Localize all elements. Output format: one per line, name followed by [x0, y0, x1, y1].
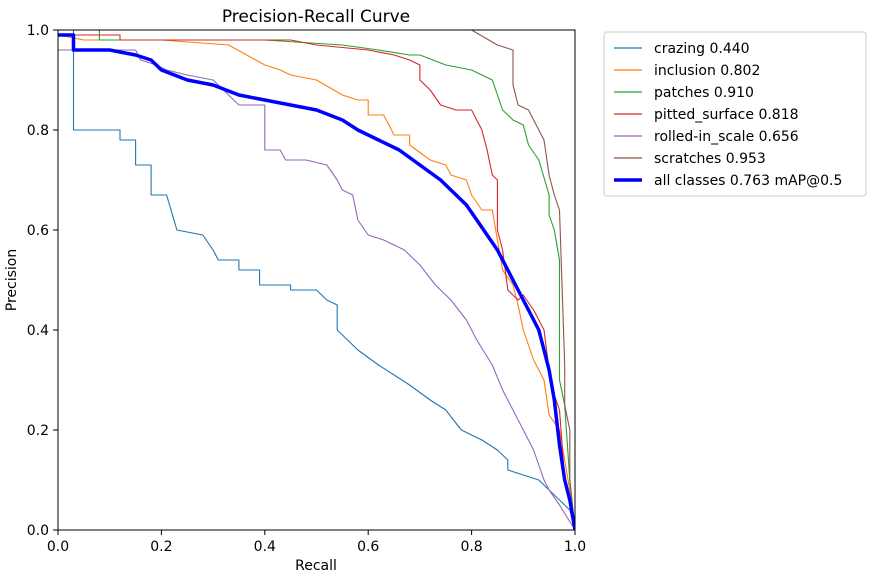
legend-label-6: all classes 0.763 mAP@0.5 [654, 173, 842, 189]
x-tick-label: 0.8 [460, 539, 482, 555]
legend-label-5: scratches 0.953 [654, 151, 766, 167]
y-tick-label: 0.4 [27, 323, 49, 339]
y-tick-label: 0.2 [27, 423, 49, 439]
x-tick-label: 0.4 [254, 539, 276, 555]
series-line-2 [58, 30, 575, 530]
legend-box [603, 31, 867, 197]
y-axis-label: Precision [4, 249, 20, 311]
series-line-6 [58, 33, 575, 530]
y-tick-label: 0.8 [27, 123, 49, 139]
series-line-5 [58, 30, 575, 530]
series-layer [58, 30, 575, 530]
y-tick-label: 0.0 [27, 523, 49, 539]
ticks-layer: 0.0 0.2 0.4 0.6 0.8 1.0 0.0 0.2 0.4 0.6 0.8 1.0 [27, 23, 586, 555]
legend-label-3: pitted_surface 0.818 [654, 107, 799, 123]
x-axis-label: Recall [295, 558, 337, 574]
legend-label-1: inclusion 0.802 [654, 63, 760, 79]
series-line-4 [58, 49, 575, 530]
series-line-1 [58, 34, 575, 530]
chart-title: Precision-Recall Curve [222, 7, 410, 27]
x-tick-label: 0.6 [357, 539, 379, 555]
legend-label-4: rolled-in_scale 0.656 [654, 129, 799, 145]
x-tick-label: 0.0 [47, 539, 69, 555]
series-line-0 [58, 30, 575, 530]
legend-label-2: patches 0.910 [654, 85, 754, 101]
x-tick-label: 0.2 [150, 539, 172, 555]
y-tick-label: 1.0 [27, 23, 49, 39]
y-tick-label: 0.6 [27, 223, 49, 239]
legend-label-0: crazing 0.440 [654, 41, 750, 57]
plot-frame [57, 29, 576, 531]
legend: crazing 0.440 inclusion 0.802 patches 0.91… [603, 31, 867, 197]
series-line-3 [58, 34, 575, 530]
x-tick-label: 1.0 [564, 539, 586, 555]
